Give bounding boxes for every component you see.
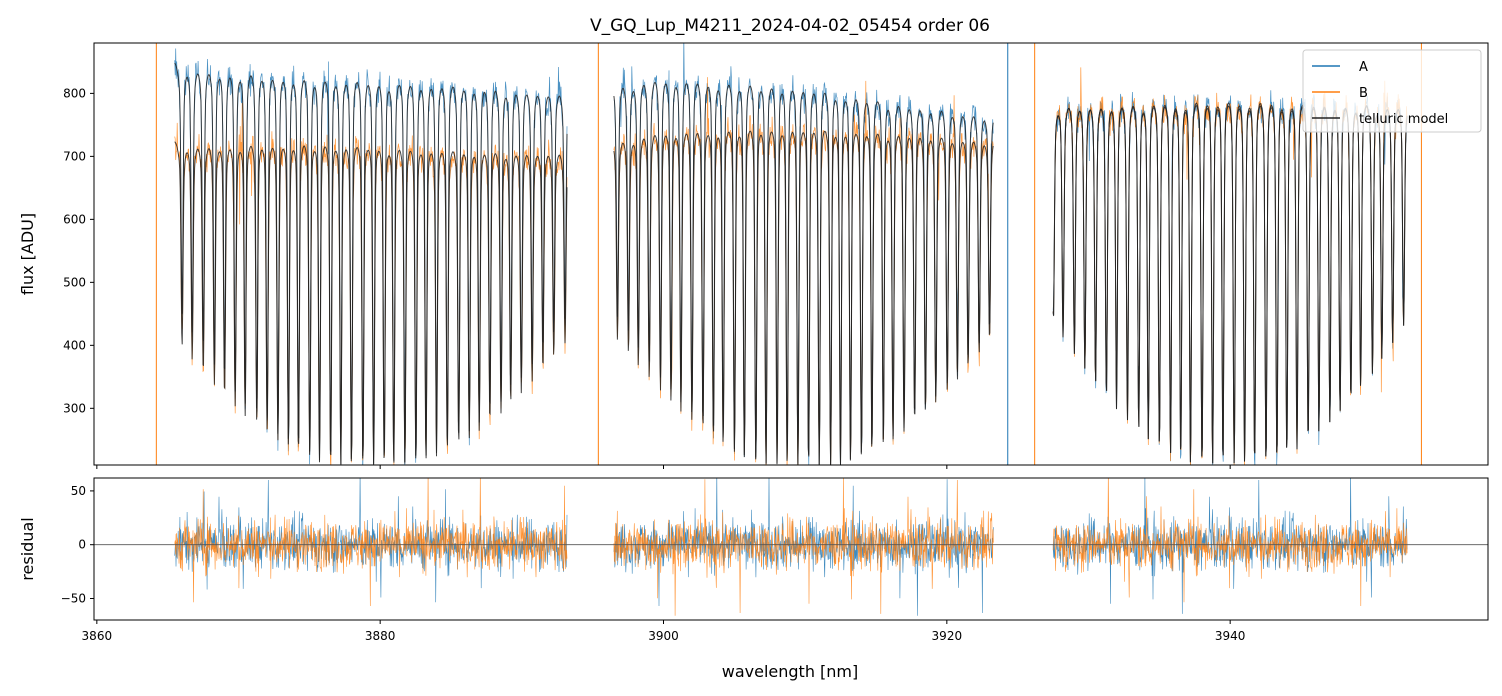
y-tick-label: 600 xyxy=(63,212,86,226)
spectrum-x-axis xyxy=(96,465,1231,469)
residual-y-label: residual xyxy=(18,517,37,580)
y-tick-label: 300 xyxy=(63,401,86,415)
x-axis-label: wavelength [nm] xyxy=(722,662,859,681)
spectrum-y-label: flux [ADU] xyxy=(18,213,37,295)
spectrum-axes-frame xyxy=(93,42,1489,466)
x-tick-label: 3860 xyxy=(82,629,113,643)
legend: A B telluric model xyxy=(1302,49,1482,133)
legend-label-telluric: telluric model xyxy=(1359,112,1448,127)
x-tick-label: 3900 xyxy=(648,629,679,643)
legend-label-b: B xyxy=(1359,86,1368,101)
y-tick-label: 0 xyxy=(78,538,86,552)
chart-title: V_GQ_Lup_M4211_2024-04-02_05454 order 06 xyxy=(590,16,990,36)
spectrum-plot-area xyxy=(155,43,1422,465)
y-tick-label: 500 xyxy=(63,275,86,289)
residual-axes-frame xyxy=(93,477,1489,621)
y-tick-label: 400 xyxy=(63,338,86,352)
residual-y-axis: −50 0 50 xyxy=(61,484,94,605)
telluric-model-b-line xyxy=(174,105,1408,465)
residual-plot-area xyxy=(94,478,1488,616)
y-tick-label: 700 xyxy=(63,149,86,163)
x-tick-label: 3940 xyxy=(1215,629,1246,643)
y-tick-label: −50 xyxy=(61,591,86,605)
x-tick-label: 3880 xyxy=(365,629,396,643)
legend-label-a: A xyxy=(1359,60,1368,75)
residual-x-axis: 3860 3880 3900 3920 3940 xyxy=(82,620,1246,643)
spectrum-y-axis: 300 400 500 600 700 800 xyxy=(63,86,94,415)
y-tick-label: 50 xyxy=(71,484,86,498)
y-tick-label: 800 xyxy=(63,86,86,100)
residual-b-line xyxy=(174,478,1408,616)
x-tick-label: 3920 xyxy=(932,629,963,643)
